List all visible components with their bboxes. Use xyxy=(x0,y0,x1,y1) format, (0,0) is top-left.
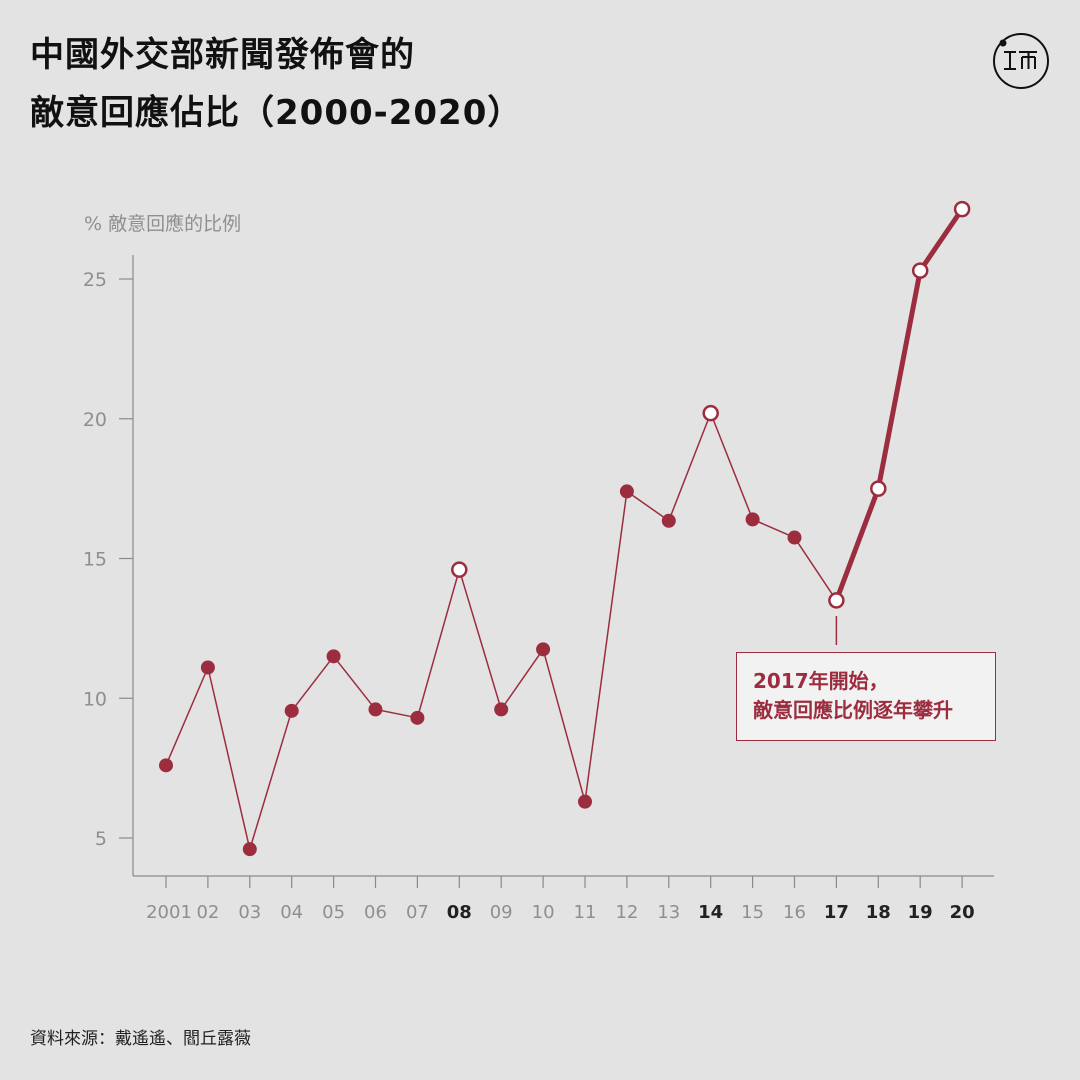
data-point-highlight xyxy=(451,561,468,578)
data-point xyxy=(200,660,215,675)
x-tick-label: 11 xyxy=(574,902,597,923)
data-point xyxy=(745,512,760,527)
x-tick-label: 19 xyxy=(908,902,933,923)
x-tick-label: 07 xyxy=(406,902,429,923)
x-tick-label: 13 xyxy=(657,902,680,923)
y-tick-label: 10 xyxy=(83,688,107,710)
annotation-line2: 敵意回應比例逐年攀升 xyxy=(753,698,953,722)
chart-title-line2: 敵意回應佔比（2000-2020） xyxy=(30,93,523,133)
x-tick-label: 10 xyxy=(532,902,555,923)
data-point xyxy=(619,484,634,499)
data-point-highlight xyxy=(702,404,719,422)
data-point-highlight xyxy=(953,200,971,218)
chart-title-line1: 中國外交部新聞發佈會的 xyxy=(30,35,415,75)
data-point xyxy=(661,513,676,528)
series-line-thin xyxy=(165,412,838,850)
x-tick-label: 18 xyxy=(866,902,891,923)
y-tick-label: 15 xyxy=(83,549,107,571)
data-point xyxy=(284,703,299,718)
y-axis-label: % 敵意回應的比例 xyxy=(84,212,241,235)
data-point xyxy=(326,649,341,664)
x-tick-label: 15 xyxy=(741,902,764,923)
source-note: 資料來源：戴遙遙、閻丘露薇 xyxy=(30,1029,251,1049)
annotation-line1: 2017年開始， xyxy=(753,669,889,693)
data-point xyxy=(536,642,551,657)
x-tick-label: 03 xyxy=(238,902,261,923)
x-tick-label: 14 xyxy=(698,902,723,923)
initium-logo-icon xyxy=(993,33,1049,89)
y-tick-label: 5 xyxy=(95,828,107,850)
x-tick-label: 12 xyxy=(615,902,638,923)
data-point-highlight xyxy=(870,480,887,497)
x-tick-label: 08 xyxy=(447,902,472,923)
data-point xyxy=(578,794,592,809)
annotation-box: 2017年開始， 敵意回應比例逐年攀升 xyxy=(736,652,996,741)
data-point xyxy=(494,702,509,717)
x-tick-label: 09 xyxy=(490,902,513,923)
y-tick-label: 25 xyxy=(83,269,107,291)
x-tick-label: 05 xyxy=(322,902,345,923)
data-point xyxy=(368,702,383,717)
data-point xyxy=(410,710,425,725)
x-tick-label: 20 xyxy=(950,902,975,923)
data-point xyxy=(159,758,173,773)
x-tick-label: 06 xyxy=(364,902,387,923)
series-line-thick xyxy=(833,206,965,603)
x-tick-label: 02 xyxy=(196,902,219,923)
x-tick-label: 04 xyxy=(280,902,303,923)
y-tick-label: 20 xyxy=(83,409,107,431)
data-point xyxy=(242,842,257,857)
chart-title: 中國外交部新聞發佈會的 敵意回應佔比（2000-2020） xyxy=(30,26,522,142)
data-point-highlight xyxy=(911,262,929,279)
x-tick-label: 17 xyxy=(824,902,849,923)
x-tick-label: 2001 xyxy=(146,902,192,923)
x-tick-label: 16 xyxy=(783,902,806,923)
data-point xyxy=(787,530,802,545)
data-point-highlight xyxy=(828,592,845,609)
